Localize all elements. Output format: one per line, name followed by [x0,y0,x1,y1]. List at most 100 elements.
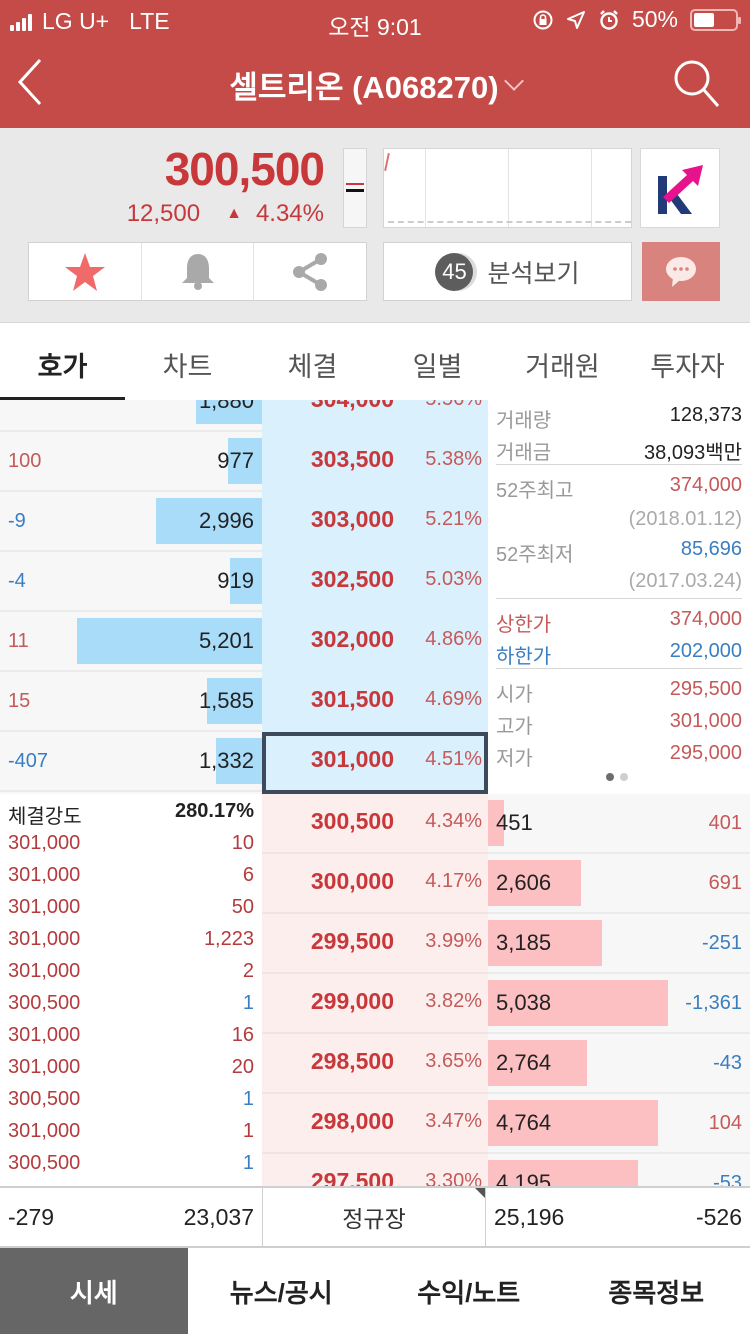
ask-total-change: -279 [8,1203,55,1230]
ask-change: 100 [8,450,42,472]
broker-logo[interactable] [640,148,720,228]
bid-qty: 3,185 [496,930,552,955]
bid-row[interactable]: 299,500 3.99% 3,185 -251 [262,914,750,974]
share-icon [293,252,328,291]
ask-price: 303,000 [310,506,394,532]
bid-qty: 4,764 [496,1110,552,1135]
ask-change: 15 [8,690,31,712]
bid-totals: 25,196 -526 [486,1188,750,1246]
bid-row[interactable]: 298,500 3.65% 2,764 -43 [262,1034,750,1094]
bid-row[interactable]: 298,000 3.47% 4,764 104 [262,1094,750,1154]
bid-price: 297,500 [310,1168,394,1186]
bid-change: -53 [713,1172,742,1186]
tab-daily[interactable]: 일별 [412,352,463,382]
price-change: 12,500 ▲ 4.34% [127,200,324,228]
bottom-nav: 시세 뉴스/공시 수익/노트 종목정보 [0,1248,750,1334]
ask-row[interactable]: 100 977 303,500 5.38% [0,432,488,492]
info-lower-limit: 하한가 202,000 [496,640,742,668]
nav-bar: 셀트리온 (A068270) [0,42,750,126]
bid-change: -251 [701,932,742,954]
bottom-tab-notes[interactable]: 수익/노트 [417,1277,521,1308]
ask-qty: 2,996 [198,508,254,533]
chat-bubble-icon [666,256,696,287]
stock-info-panel[interactable]: 거래량 128,373 거래금 38,093백만 52주최고 374,000 (201… [488,400,750,794]
page-indicator[interactable] [606,773,628,781]
ask-price: 303,500 [310,446,394,472]
location-icon [566,10,585,29]
session-selector[interactable]: 정규장 [263,1188,486,1246]
current-price-highlight [262,732,488,794]
ask-qty: 977 [217,448,254,473]
tab-chart[interactable]: 차트 [162,352,213,382]
ask-row[interactable]: 15 1,585 301,500 4.69% [0,672,488,732]
stock-selector[interactable]: 셀트리온 (A068270) [0,62,750,107]
ask-row[interactable]: 11 5,201 302,000 4.86% [0,612,488,672]
info-high: 고가 301,000 [496,710,742,738]
info-52w-low-date: (2017.03.24) [628,570,742,592]
bid-row[interactable]: 297,500 3.30% 4,195 -53 [262,1154,750,1186]
back-button[interactable] [12,56,52,108]
page-title: 셀트리온 (A068270) [229,70,499,105]
info-low: 저가 295,000 [496,742,742,770]
bid-qty: 451 [496,810,533,835]
analysis-label: 분석보기 [487,259,580,288]
bid-price: 299,500 [310,928,394,954]
bid-price: 300,000 [310,868,394,894]
price-range-indicator [343,148,367,228]
ask-row[interactable]: -4 919 302,500 5.03% [0,552,488,612]
analysis-button[interactable]: 45 분석보기 [383,242,632,301]
bid-qty: 5,038 [496,990,552,1015]
bid-row[interactable]: 300,000 4.17% 2,606 691 [262,854,750,914]
ask-qty: 1,332 [198,748,254,773]
bottom-tab-stock-info[interactable]: 종목정보 [608,1277,705,1308]
info-volume: 거래량 128,373 [496,404,742,432]
tick-row: 300,500 1 [8,1088,254,1110]
bid-total-change: -526 [695,1203,742,1230]
ask-change: 11 [8,630,29,652]
tab-trades[interactable]: 체결 [287,352,338,382]
tick-row: 301,000 2 [8,960,254,982]
clock: 오전 9:01 [328,14,422,40]
alarm-icon [600,9,618,30]
up-triangle-icon: ▲ [226,205,242,222]
tick-row: 301,000 1,223 [8,928,254,950]
order-totals-bar: -279 23,037 정규장 25,196 -526 [0,1186,750,1248]
bid-price: 299,000 [310,988,394,1014]
favorite-button[interactable] [29,243,142,300]
star-icon [64,252,105,291]
bid-change: 691 [708,872,742,894]
tick-row: 301,000 10 [8,832,254,854]
share-button[interactable] [254,243,366,300]
tick-row: 300,500 1 [8,1152,254,1174]
detail-tabs: 호가 차트 체결 일별 거래원 투자자 [0,322,750,400]
ask-change: -407 [8,750,49,772]
ask-total-qty: 23,037 [183,1203,254,1230]
search-button[interactable] [672,58,720,110]
k-arrow-logo-icon [658,165,703,214]
ask-change: -9 [8,510,26,532]
info-upper-limit: 상한가 374,000 [496,608,742,636]
bid-row[interactable]: 299,000 3.82% 5,038 -1,361 [262,974,750,1034]
tab-orderbook[interactable]: 호가 [0,323,125,400]
ask-row[interactable]: -407 1,332 301,000 4.51% [0,732,488,792]
bid-row[interactable]: 300,500 4.34% 451 401 [262,794,750,854]
tab-brokers[interactable]: 거래원 [525,352,600,382]
bid-change: -1,361 [685,992,742,1014]
tab-investors[interactable]: 투자자 [650,352,725,382]
bid-change: 401 [708,812,742,834]
ask-qty: 1,880 [198,400,254,413]
intraday-sparkline[interactable] [383,148,632,228]
ask-qty: 5,201 [198,628,254,653]
info-amount: 거래금 38,093백만 [496,442,742,464]
network-type: LTE [129,8,170,34]
ask-row[interactable]: -9 2,996 303,000 5.21% [0,492,488,552]
chat-button[interactable] [642,242,720,301]
signal-icon [10,13,32,31]
bottom-tab-quote[interactable]: 시세 [0,1248,188,1334]
status-bar: LG U+ LTE 오전 9:01 50% [0,0,750,40]
bid-qty: 2,764 [496,1050,552,1075]
alert-button[interactable] [142,243,255,300]
bottom-tab-news[interactable]: 뉴스/공시 [229,1277,333,1308]
